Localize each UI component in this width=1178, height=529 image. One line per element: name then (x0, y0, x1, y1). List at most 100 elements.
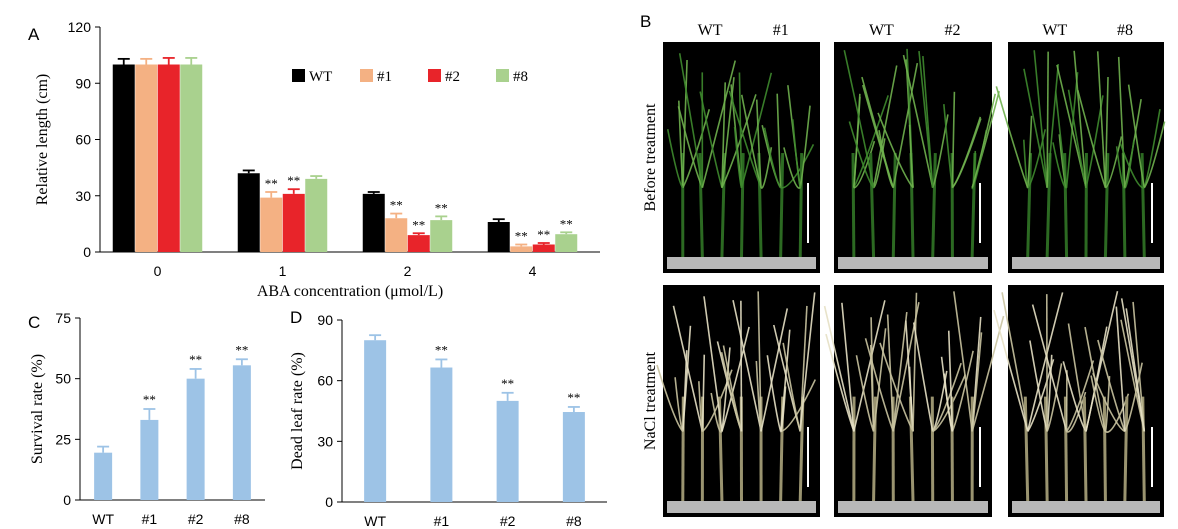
y-tick-label: 60 (317, 373, 333, 389)
bar-line2 (496, 400, 519, 502)
plant-leaf (878, 130, 894, 189)
plant-leaf (1054, 91, 1068, 188)
significance-mark: ** (501, 376, 514, 391)
column-header-line: #8 (1117, 22, 1133, 39)
bar-line2-2 (407, 235, 430, 252)
plant-leaf (951, 118, 982, 189)
x-tick-label: #1 (434, 513, 450, 529)
x-tick-label: #2 (188, 511, 204, 527)
plant-stem (1044, 396, 1049, 502)
bar-line2-4 (532, 244, 555, 252)
plant-leaf (823, 305, 855, 432)
plant-leaf (799, 292, 816, 432)
plant-leaf (1067, 323, 1087, 432)
plant-leaf (1104, 136, 1123, 189)
plant-leaf (779, 329, 791, 432)
seedling-tray (667, 257, 816, 269)
y-tick-label: 90 (75, 75, 91, 91)
plant-leaf (918, 50, 934, 188)
bar-line2-1 (282, 193, 305, 252)
y-tick-label: 60 (75, 132, 91, 148)
bar-line1-1 (260, 197, 283, 252)
plant-stem (1026, 153, 1033, 258)
y-tick-label: 50 (55, 371, 71, 387)
y-tick-label: 30 (317, 433, 333, 449)
plant-leaf (951, 350, 974, 432)
plant-leaf (908, 124, 914, 188)
plant-stem (908, 396, 915, 502)
plant-leaf (1026, 115, 1033, 188)
column-header-line: #2 (945, 22, 961, 39)
plant-leaf (1115, 146, 1126, 189)
plant-leaf (1073, 50, 1087, 188)
plant-stem (869, 153, 876, 258)
plant-leaf (951, 91, 956, 188)
plant-leaf (799, 105, 811, 188)
plant-leaf (776, 93, 782, 188)
plant-leaf (995, 86, 1029, 188)
significance-mark: ** (265, 176, 278, 191)
y-tick-label: 0 (63, 492, 71, 508)
plant-leaf (782, 342, 801, 432)
panel-label-b: B (640, 12, 651, 31)
plant-leaf (703, 296, 723, 432)
significance-mark: ** (560, 216, 573, 231)
significance-mark: ** (435, 200, 448, 215)
bar-WT (364, 340, 387, 502)
plant-leaf (932, 362, 962, 432)
plant-leaf (1065, 72, 1079, 188)
bar-line2 (186, 378, 205, 500)
plant-stem (931, 153, 937, 258)
bar-line1 (430, 367, 453, 502)
plant-leaf (757, 291, 762, 432)
plant-leaf (738, 72, 743, 188)
significance-mark: ** (287, 173, 300, 188)
significance-mark: ** (189, 352, 202, 367)
legend-swatch (292, 69, 305, 82)
plant-leaf (855, 355, 875, 432)
plant-leaf (1029, 340, 1048, 432)
y-axis-title: Dead leaf rate (%) (289, 352, 306, 470)
plant-leaf (892, 62, 919, 188)
bar-WT-0 (112, 64, 135, 252)
plant-leaf (1026, 292, 1064, 432)
plant-leaf (1115, 306, 1126, 432)
plant-leaf (733, 126, 743, 188)
plant-leaf (1092, 372, 1126, 433)
plant-leaf (710, 392, 723, 433)
plant-leaf (728, 90, 762, 188)
plant-leaf (720, 352, 743, 432)
y-tick-label: 75 (55, 310, 71, 326)
plant-leaf (872, 328, 887, 432)
significance-mark: ** (537, 227, 550, 242)
bar-WT-4 (487, 222, 510, 252)
x-tick-label: #2 (500, 513, 516, 529)
plant-leaf (678, 100, 684, 188)
seedling-tray (838, 257, 988, 269)
plant-leaf (902, 54, 934, 188)
bar-line8-4 (555, 234, 578, 252)
plant-leaf (886, 314, 895, 432)
plant-leaf (877, 112, 914, 189)
significance-mark: ** (515, 229, 528, 244)
x-tick-label: 0 (154, 263, 162, 279)
panel-label-a: A (28, 25, 40, 44)
x-tick-label: #8 (566, 513, 582, 529)
column-header-wt: WT (698, 22, 723, 39)
plant-leaf (666, 129, 684, 189)
bar-line8 (232, 365, 251, 500)
plant-stem (851, 153, 856, 258)
plant-leaf (766, 355, 782, 432)
plant-leaf (1046, 51, 1049, 188)
row-label: NaCl treatment (642, 351, 659, 450)
plant-leaf (677, 106, 704, 189)
plant-leaf (1023, 68, 1048, 188)
bar-line8-2 (430, 220, 453, 252)
legend-swatch (360, 69, 373, 82)
plant-leaf (699, 91, 723, 188)
panel-label-c: C (28, 313, 40, 332)
legend-swatch (428, 69, 441, 82)
chart-d: 0 30 60 90 WT ** #1 ** #2 ** #8 Dead leaf rate (%) (289, 312, 607, 529)
plant-leaf (1033, 50, 1048, 188)
